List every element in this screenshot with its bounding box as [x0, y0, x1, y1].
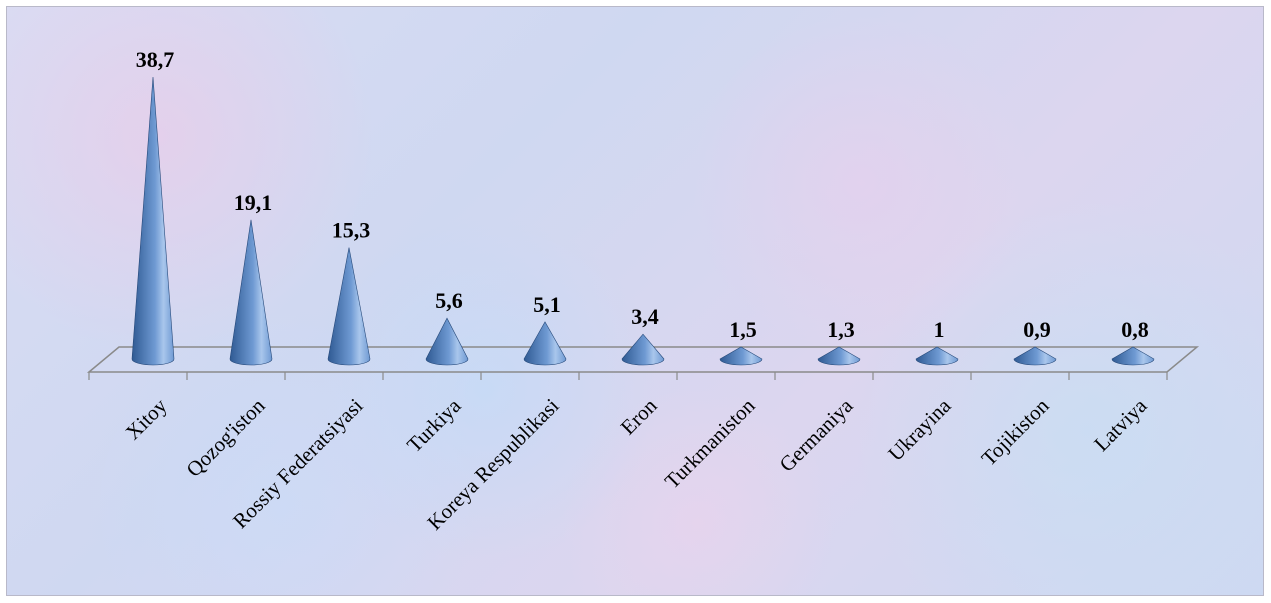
cone-body — [131, 76, 175, 366]
chart-frame: 38,7 19,1 15,3 5,6 5,1 3,4 1,5 1,3 1 0,9 0,8 Xitoy… — [6, 6, 1264, 596]
cone-turkiya — [425, 317, 469, 366]
cone-body — [1111, 346, 1155, 366]
category-label: Germaniya — [775, 393, 858, 476]
cone-body — [425, 317, 469, 366]
value-label: 5,1 — [533, 292, 561, 317]
cone-body — [229, 219, 273, 366]
cone-ukrayina — [915, 346, 959, 366]
cone-body — [915, 346, 959, 366]
category-label: Turkiya — [402, 393, 466, 457]
cone-tojikiston — [1013, 346, 1057, 366]
cone-chart: 38,7 19,1 15,3 5,6 5,1 3,4 1,5 1,3 1 0,9 0,8 Xitoy… — [86, 47, 1200, 535]
value-label: 0,8 — [1121, 317, 1149, 342]
cone-body — [621, 333, 665, 366]
cone-eron — [621, 333, 665, 366]
category-label: Eron — [616, 393, 662, 439]
cone-body — [523, 321, 567, 366]
value-label: 38,7 — [136, 47, 175, 72]
value-label: 1,3 — [827, 317, 855, 342]
chart-floor — [86, 346, 1200, 380]
category-label: Xitoy — [121, 393, 172, 444]
cone-body — [719, 346, 763, 366]
cone-body — [1013, 346, 1057, 366]
value-label: 3,4 — [631, 304, 659, 329]
floor-plane — [86, 346, 1200, 373]
cone-koreya-respublikasi — [523, 321, 567, 366]
value-label: 5,6 — [435, 288, 463, 313]
value-label: 1,5 — [729, 317, 757, 342]
value-label: 19,1 — [234, 190, 273, 215]
value-label: 1 — [934, 317, 945, 342]
category-label: Tojikiston — [977, 393, 1054, 470]
category-label: Ukrayina — [883, 393, 956, 466]
cone-rossiy-federatsiyasi — [327, 247, 371, 366]
cone-latviya — [1111, 346, 1155, 366]
category-label: Turkmaniston — [660, 393, 760, 493]
value-labels: 38,7 19,1 15,3 5,6 5,1 3,4 1,5 1,3 1 0,9 0,8 — [136, 47, 1149, 342]
category-label: Latviya — [1089, 393, 1152, 456]
cone-turkmaniston — [719, 346, 763, 366]
cone-body — [817, 346, 861, 366]
cone-body — [327, 247, 371, 366]
cone-xitoy — [131, 76, 175, 366]
cone-germaniya — [817, 346, 861, 366]
cone-series — [131, 76, 1155, 366]
cone-qozog-iston — [229, 219, 273, 366]
value-label: 0,9 — [1023, 317, 1051, 342]
value-label: 15,3 — [332, 218, 371, 243]
category-label: Qozog'iston — [181, 393, 269, 481]
